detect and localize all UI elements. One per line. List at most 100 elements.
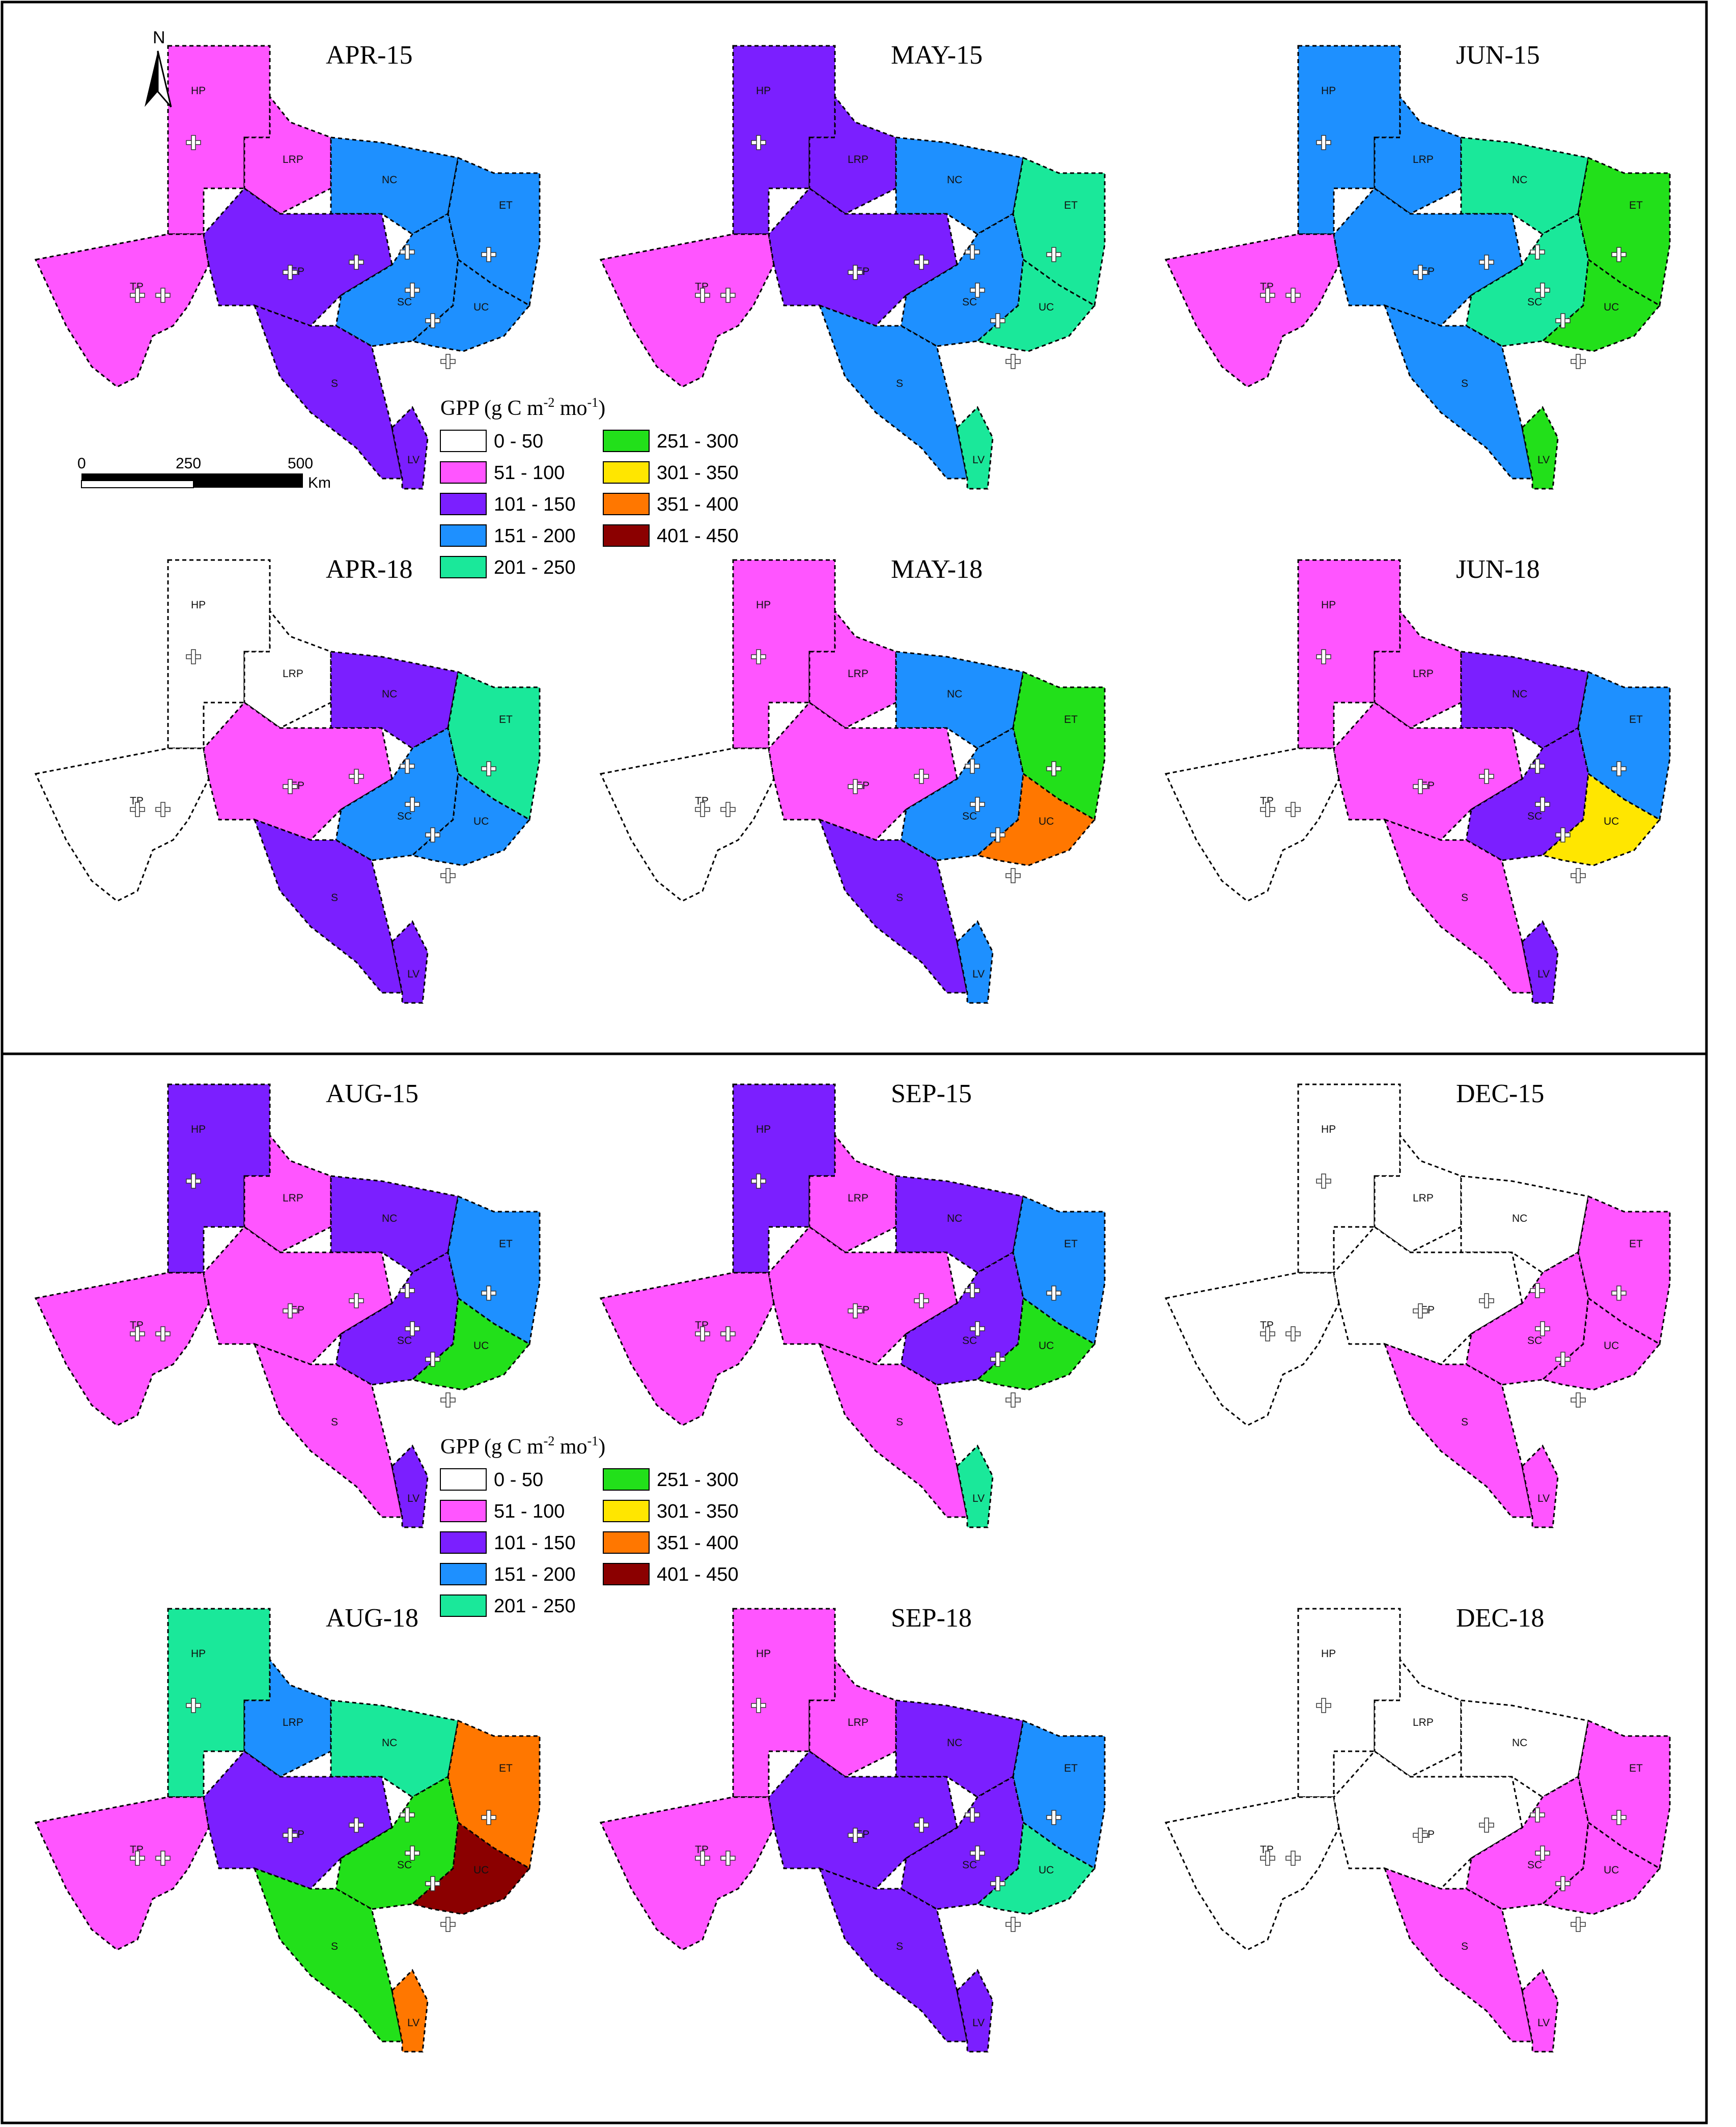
site-marker-icon xyxy=(400,244,415,260)
region-ep xyxy=(203,187,393,327)
region-ep xyxy=(1333,187,1523,327)
region-tp xyxy=(599,1796,775,1951)
region-lv xyxy=(956,920,994,1004)
region-lv xyxy=(956,1444,994,1528)
site-marker-icon xyxy=(1571,1917,1586,1932)
region-tp xyxy=(599,747,775,902)
svg-text:301 - 350: 301 - 350 xyxy=(657,462,739,484)
site-marker-icon xyxy=(440,354,456,369)
site-marker-icon xyxy=(970,283,985,298)
svg-text:351 - 400: 351 - 400 xyxy=(657,494,739,515)
panel-label: DEC-18 xyxy=(1456,1604,1544,1633)
site-marker-icon xyxy=(481,761,496,776)
region-uc xyxy=(975,1821,1096,1915)
region-lv xyxy=(1521,1969,1559,2053)
region-label-uc: UC xyxy=(1039,816,1054,827)
region-label-s: S xyxy=(331,1416,338,1428)
region-label-tp: TP xyxy=(1260,1844,1274,1856)
region-label-s: S xyxy=(331,892,338,904)
region-label-uc: UC xyxy=(1604,301,1619,313)
region-label-uc: UC xyxy=(1604,816,1619,827)
region-label-tp: TP xyxy=(1260,281,1274,293)
svg-text:201 - 250: 201 - 250 xyxy=(494,557,576,578)
site-marker-icon xyxy=(425,827,440,843)
site-marker-icon xyxy=(130,1326,145,1341)
site-marker-icon xyxy=(1479,1817,1494,1833)
region-lv xyxy=(1521,406,1559,490)
panel-label: MAY-15 xyxy=(891,41,983,70)
site-marker-icon xyxy=(1046,1810,1061,1825)
legend-item: 401 - 450 xyxy=(603,524,739,547)
region-label-nc: NC xyxy=(382,1213,397,1224)
site-marker-icon xyxy=(1530,759,1545,774)
map-panels: HPLRPNCETTPEPSCUCSLVAPR-15HPLRPNCETTPEPS… xyxy=(34,41,1671,2053)
site-marker-icon xyxy=(720,1851,736,1866)
legend-item: 401 - 450 xyxy=(603,1563,739,1585)
region-uc xyxy=(975,1297,1096,1391)
legend-item: 151 - 200 xyxy=(440,1563,576,1585)
site-marker-icon xyxy=(965,1283,980,1298)
site-marker-icon xyxy=(1611,1810,1627,1825)
region-lv xyxy=(956,406,994,490)
region-label-tp: TP xyxy=(130,1844,144,1856)
site-marker-icon xyxy=(914,1817,929,1833)
region-label-s: S xyxy=(896,1416,903,1428)
site-marker-icon xyxy=(720,802,736,817)
site-marker-icon xyxy=(1316,649,1331,664)
region-label-uc: UC xyxy=(1604,1864,1619,1876)
panel-label: AUG-18 xyxy=(326,1604,418,1633)
legend-item: 51 - 100 xyxy=(440,461,565,484)
region-uc xyxy=(1541,258,1661,352)
region-lrp xyxy=(243,1657,332,1778)
site-marker-icon xyxy=(1285,288,1301,303)
svg-text:101 - 150: 101 - 150 xyxy=(494,1532,576,1554)
region-nc xyxy=(1460,136,1589,235)
region-label-nc: NC xyxy=(947,1213,962,1224)
site-marker-icon xyxy=(481,1810,496,1825)
site-marker-icon xyxy=(1413,265,1428,280)
region-nc xyxy=(330,136,459,235)
region-label-nc: NC xyxy=(1512,1737,1527,1749)
region-nc xyxy=(330,1699,459,1798)
region-ep xyxy=(768,1750,958,1890)
legend-item: 351 - 400 xyxy=(603,1531,739,1554)
region-label-lrp: LRP xyxy=(283,668,303,680)
site-marker-icon xyxy=(1316,1173,1331,1189)
site-marker-icon xyxy=(440,868,456,883)
region-label-s: S xyxy=(896,1941,903,1952)
region-lrp xyxy=(1374,1657,1462,1778)
legend-item: 0 - 50 xyxy=(440,430,543,452)
map-panel-dec-15: HPLRPNCETTPEPSCUCSLVDEC-15 xyxy=(1164,1079,1671,1528)
region-label-s: S xyxy=(1461,1416,1468,1428)
site-marker-icon xyxy=(1555,1876,1571,1891)
region-label-lrp: LRP xyxy=(283,1717,303,1728)
site-marker-icon xyxy=(1285,1326,1301,1341)
site-marker-icon xyxy=(970,1321,985,1336)
site-marker-icon xyxy=(1285,802,1301,817)
site-marker-icon xyxy=(720,1326,736,1341)
site-marker-icon xyxy=(1530,1807,1545,1823)
map-panel-sep-18: HPLRPNCETTPEPSCUCSLVSEP-18 xyxy=(599,1604,1106,2053)
region-label-hp: HP xyxy=(1321,85,1336,97)
site-marker-icon xyxy=(965,759,980,774)
site-marker-icon xyxy=(1046,761,1061,776)
legend-item: 0 - 50 xyxy=(440,1468,543,1491)
region-label-lv: LV xyxy=(972,1493,985,1504)
svg-text:401 - 450: 401 - 450 xyxy=(657,525,739,547)
site-marker-icon xyxy=(1530,1283,1545,1298)
site-marker-icon xyxy=(1479,1293,1494,1308)
panel-label: MAY-18 xyxy=(891,555,983,584)
site-marker-icon xyxy=(695,1851,710,1866)
region-label-nc: NC xyxy=(382,174,397,186)
site-marker-icon xyxy=(130,1851,145,1866)
site-marker-icon xyxy=(914,255,929,270)
region-label-sc: SC xyxy=(962,1859,977,1871)
region-label-uc: UC xyxy=(1039,1864,1054,1876)
region-label-hp: HP xyxy=(191,1648,206,1660)
site-marker-icon xyxy=(1005,1392,1021,1408)
site-marker-icon xyxy=(1316,1698,1331,1713)
scale-bar: 0 250 500 Km xyxy=(77,455,331,491)
site-marker-icon xyxy=(1260,802,1275,817)
region-label-uc: UC xyxy=(473,1340,489,1352)
site-marker-icon xyxy=(349,1293,364,1308)
